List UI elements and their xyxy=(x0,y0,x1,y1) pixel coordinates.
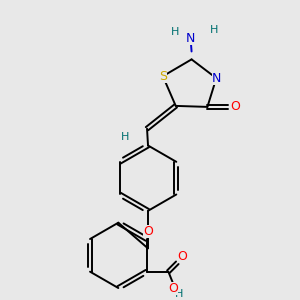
Text: H: H xyxy=(121,132,129,142)
Text: O: O xyxy=(168,282,178,295)
Text: N: N xyxy=(212,72,221,85)
Text: O: O xyxy=(230,100,240,113)
Text: S: S xyxy=(159,70,167,83)
Text: N: N xyxy=(186,32,195,45)
Text: H: H xyxy=(210,25,218,35)
Text: H: H xyxy=(175,290,184,299)
Text: O: O xyxy=(177,250,187,263)
Text: H: H xyxy=(171,27,179,37)
Text: O: O xyxy=(143,225,153,238)
